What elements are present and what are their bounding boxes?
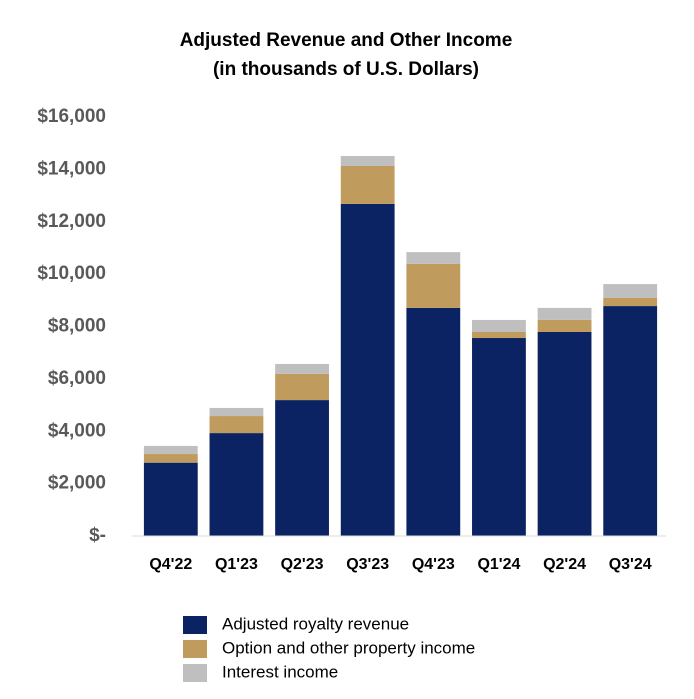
- bar-segment: [406, 263, 461, 308]
- y-tick-label: $2,000: [48, 473, 106, 494]
- x-tick-label: Q3'23: [346, 556, 389, 573]
- x-tick-label: Q4'23: [412, 556, 455, 573]
- y-tick-label: $8,000: [48, 316, 106, 337]
- x-tick-label: Q3'24: [609, 556, 652, 573]
- y-tick-label: $10,000: [37, 263, 106, 284]
- chart-subtitle: (in thousands of U.S. Dollars): [213, 59, 479, 80]
- bar-segment: [143, 462, 198, 536]
- bar-segment: [209, 407, 264, 417]
- bar-segment: [209, 433, 264, 536]
- legend-label: Interest income: [222, 662, 338, 681]
- bar-segment: [143, 445, 198, 455]
- bar-segment: [275, 363, 329, 374]
- bar-segment: [603, 297, 658, 307]
- x-tick-label: Q1'23: [215, 556, 258, 573]
- y-tick-label: $12,000: [37, 211, 106, 232]
- bar-segment: [143, 454, 198, 463]
- bar-segment: [537, 319, 592, 332]
- bar-segment: [472, 319, 526, 332]
- legend-label: Option and other property income: [222, 638, 475, 657]
- bar-segment: [340, 203, 395, 536]
- bar-segment: [340, 156, 395, 166]
- y-tick-label: $16,000: [37, 106, 106, 127]
- legend-swatch: [183, 616, 207, 634]
- bar-segment: [537, 307, 592, 320]
- bar-segment: [537, 331, 592, 536]
- bar-segment: [275, 373, 329, 401]
- bar-segment: [603, 284, 658, 298]
- x-tick-label: Q1'24: [477, 556, 520, 573]
- chart-title: Adjusted Revenue and Other Income: [180, 30, 513, 51]
- y-tick-label: $4,000: [48, 420, 106, 441]
- legend-swatch: [183, 664, 207, 682]
- bar-segment: [472, 338, 526, 536]
- bar-segment: [406, 307, 461, 536]
- legend-label: Adjusted royalty revenue: [222, 614, 409, 633]
- bar-segment: [472, 331, 526, 339]
- bar-segment: [603, 306, 658, 536]
- y-tick-label: $-: [89, 525, 106, 546]
- bar-segment: [209, 416, 264, 434]
- bar-segment: [406, 252, 461, 264]
- bar-segment: [275, 400, 329, 536]
- y-tick-label: $6,000: [48, 368, 106, 389]
- bar-segment: [340, 165, 395, 204]
- x-tick-label: Q2'23: [281, 556, 324, 573]
- y-tick-label: $14,000: [37, 158, 106, 179]
- x-tick-label: Q2'24: [543, 556, 586, 573]
- x-tick-label: Q4'22: [149, 556, 192, 573]
- legend-swatch: [183, 640, 207, 658]
